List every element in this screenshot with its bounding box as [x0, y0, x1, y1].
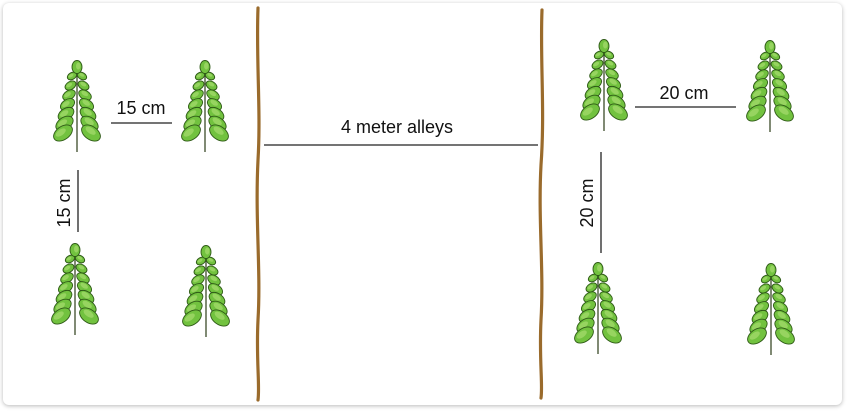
- alley-label: 4 meter alleys: [341, 117, 453, 137]
- right-plant-top-right: [746, 40, 794, 132]
- left-plant-bottom-left: [51, 243, 99, 335]
- right-plant-top-left: [580, 39, 628, 131]
- moringa-leaf-icon: [51, 243, 99, 335]
- moringa-leaf-icon: [746, 40, 794, 132]
- right-plant-bottom-left: [574, 262, 622, 354]
- moringa-leaf-icon: [580, 39, 628, 131]
- moringa-leaf-icon: [53, 60, 101, 152]
- left-plant-top-right: [181, 60, 229, 152]
- left-plant-top-left: [53, 60, 101, 152]
- plants-layer: [51, 39, 795, 355]
- moringa-leaf-icon: [182, 245, 230, 337]
- diagram-card: [3, 3, 842, 405]
- left-plant-bottom-right: [182, 245, 230, 337]
- right-h-spacing-label: 20 cm: [659, 83, 708, 103]
- left-v-spacing-label: 15 cm: [54, 178, 74, 227]
- left-divider-line: [255, 6, 261, 402]
- left-h-spacing-label: 15 cm: [116, 98, 165, 118]
- right-divider-line: [538, 8, 545, 400]
- right-v-spacing-label: 20 cm: [577, 178, 597, 227]
- right-plant-bottom-right: [747, 263, 795, 355]
- moringa-leaf-icon: [747, 263, 795, 355]
- moringa-leaf-icon: [574, 262, 622, 354]
- moringa-leaf-icon: [181, 60, 229, 152]
